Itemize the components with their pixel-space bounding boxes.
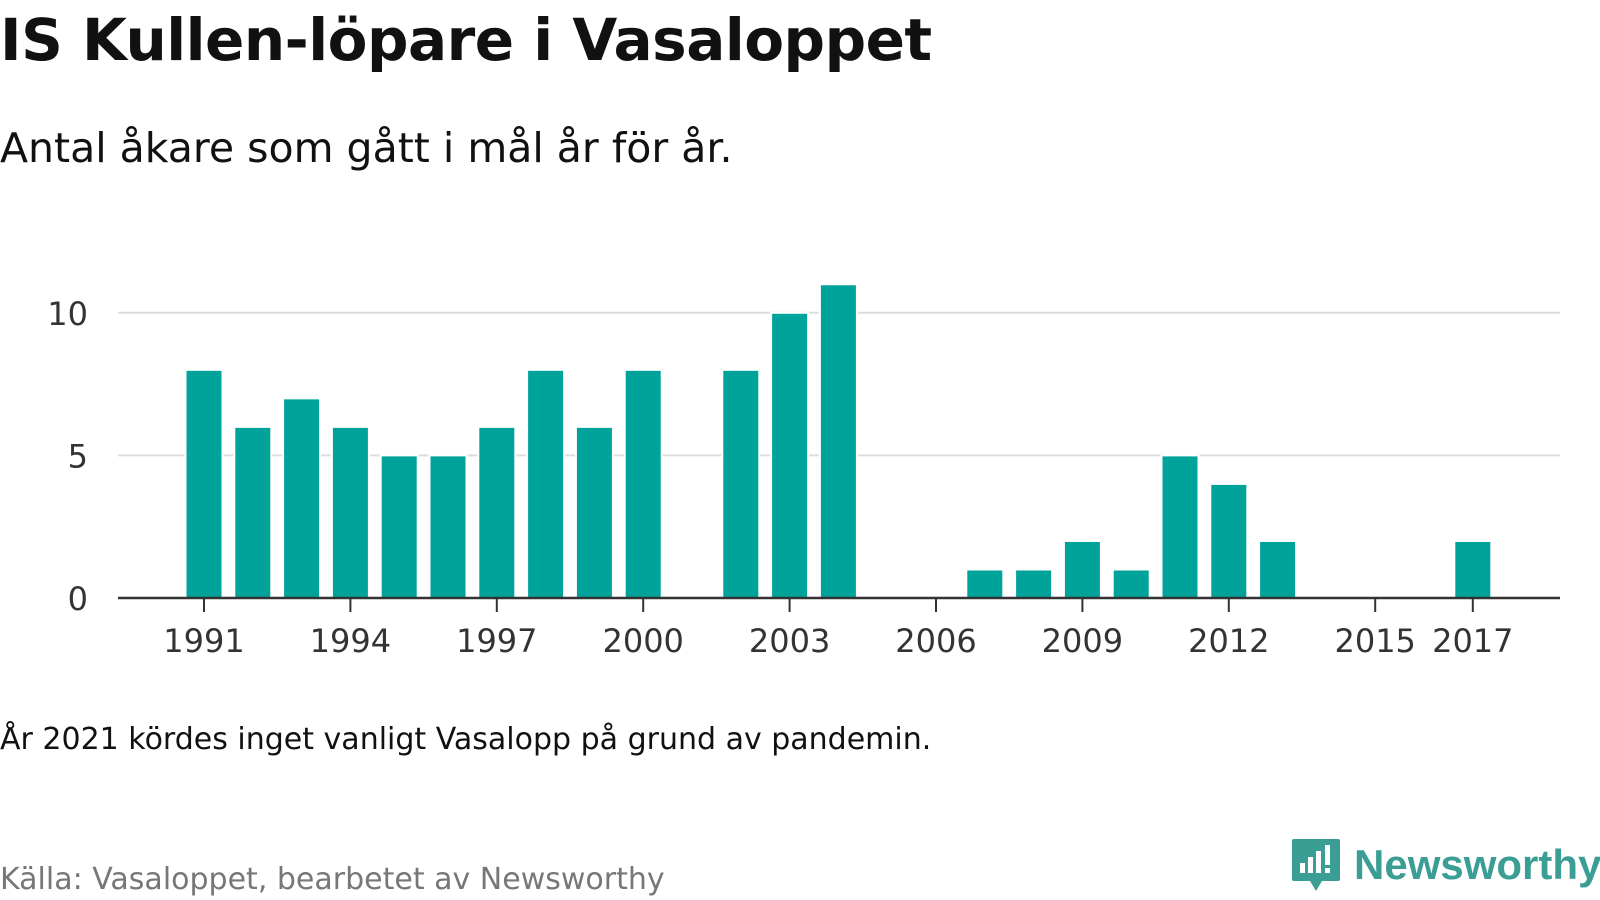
bar-1994 <box>330 425 370 599</box>
x-tick-label: 2017 <box>1432 622 1513 660</box>
bar-2003 <box>770 311 810 599</box>
bar-1995 <box>379 454 419 599</box>
x-tick-label: 2012 <box>1188 622 1269 660</box>
brand-name: Newsworthy <box>1354 841 1600 888</box>
bar-1996 <box>428 454 468 599</box>
x-tick-label: 2000 <box>602 622 683 660</box>
x-tick-label: 1994 <box>310 622 391 660</box>
bar-2012 <box>1209 482 1249 599</box>
x-tick-label: 1991 <box>163 622 244 660</box>
y-tick-label: 0 <box>68 580 88 618</box>
bar-2002 <box>721 368 761 600</box>
bar-chart: 0 5 10 1991 1994 1997 2000 2003 2006 2009 2012 2015… <box>47 283 1560 660</box>
chart-title: IS Kullen-löpare i Vasaloppet <box>0 6 932 74</box>
y-tick-label: 10 <box>47 295 88 333</box>
bar-2004 <box>818 283 858 600</box>
bar-2013 <box>1258 539 1298 599</box>
x-tick-label: 2009 <box>1042 622 1123 660</box>
bar-1997 <box>477 425 517 599</box>
x-tick-label: 2006 <box>895 622 976 660</box>
bar-2010 <box>1111 568 1151 600</box>
bar-1999 <box>574 425 614 599</box>
chart-note: År 2021 kördes inget vanligt Vasalopp på… <box>0 722 932 757</box>
bar-2017 <box>1453 539 1493 599</box>
x-tick-label: 1997 <box>456 622 537 660</box>
x-tick-label: 2015 <box>1334 622 1415 660</box>
bar-1993 <box>282 397 322 599</box>
source-credit: Källa: Vasaloppet, bearbetet av Newswort… <box>0 862 665 897</box>
bar-2000 <box>623 368 663 600</box>
bar-2011 <box>1160 454 1200 599</box>
bar-1998 <box>526 368 566 600</box>
bar-2008 <box>1014 568 1054 600</box>
bar-2007 <box>965 568 1005 600</box>
bar-1991 <box>184 368 224 600</box>
bar-1992 <box>233 425 273 599</box>
bar-chart-icon <box>1292 839 1340 891</box>
chart-subtitle: Antal åkare som gått i mål år för år. <box>0 124 733 172</box>
x-tick-label: 2003 <box>749 622 830 660</box>
brand-logo: Newsworthy <box>1290 837 1600 893</box>
bar-2009 <box>1062 539 1102 599</box>
y-tick-label: 5 <box>68 437 88 475</box>
